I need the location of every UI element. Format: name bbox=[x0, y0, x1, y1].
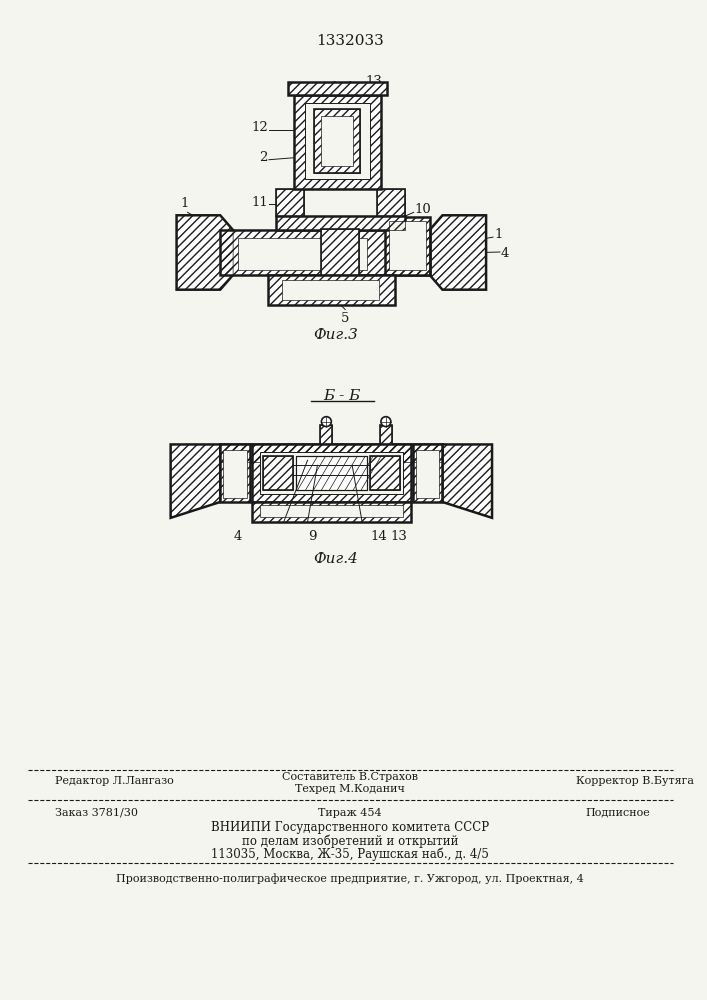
Bar bbox=[416, 450, 440, 498]
Bar bbox=[322, 229, 359, 275]
Bar bbox=[223, 450, 247, 498]
Polygon shape bbox=[177, 215, 233, 290]
Bar bbox=[385, 217, 430, 275]
Text: 12: 12 bbox=[251, 121, 268, 134]
Text: Б - Б: Б - Б bbox=[324, 389, 361, 403]
Bar bbox=[389, 221, 426, 270]
Bar bbox=[377, 189, 404, 216]
Bar bbox=[220, 444, 443, 462]
Text: Производственно-полиграфическое предприятие, г. Ужгород, ул. Проектная, 4: Производственно-полиграфическое предприя… bbox=[117, 873, 584, 884]
Text: 5: 5 bbox=[341, 312, 349, 325]
Bar bbox=[220, 444, 443, 462]
Bar bbox=[260, 452, 403, 494]
Circle shape bbox=[322, 417, 332, 427]
Bar bbox=[385, 217, 430, 275]
Bar bbox=[220, 444, 250, 502]
Bar bbox=[281, 280, 379, 300]
Bar bbox=[263, 456, 293, 490]
Bar bbox=[315, 109, 360, 173]
Text: 2: 2 bbox=[259, 151, 268, 164]
Bar bbox=[293, 95, 381, 189]
Text: Корректор В.Бутяга: Корректор В.Бутяга bbox=[576, 776, 694, 786]
Text: 4: 4 bbox=[234, 530, 243, 543]
Bar bbox=[288, 82, 387, 95]
Polygon shape bbox=[443, 444, 492, 518]
Bar bbox=[252, 444, 411, 502]
Text: ВНИИПИ Государственного комитета СССР: ВНИИПИ Государственного комитета СССР bbox=[211, 821, 489, 834]
Text: 1: 1 bbox=[180, 197, 189, 210]
Bar bbox=[315, 109, 360, 173]
Bar bbox=[238, 238, 367, 270]
Polygon shape bbox=[170, 444, 220, 518]
Bar bbox=[320, 425, 332, 444]
Bar bbox=[377, 189, 404, 216]
Text: 11: 11 bbox=[251, 196, 268, 209]
Text: 10: 10 bbox=[415, 203, 431, 216]
Bar bbox=[260, 505, 403, 517]
Text: 1: 1 bbox=[494, 228, 503, 241]
Text: 113035, Москва, Ж-35, Раушская наб., д. 4/5: 113035, Москва, Ж-35, Раушская наб., д. … bbox=[211, 847, 489, 861]
Text: Составитель В.Страхов: Составитель В.Страхов bbox=[282, 772, 418, 782]
Bar bbox=[263, 456, 293, 490]
Bar bbox=[220, 444, 250, 502]
Text: 1332033: 1332033 bbox=[316, 34, 384, 48]
Bar bbox=[380, 425, 392, 444]
Text: Фиг.3: Фиг.3 bbox=[313, 328, 358, 342]
Bar bbox=[220, 230, 430, 275]
Bar bbox=[276, 189, 303, 216]
Text: Подписное: Подписное bbox=[585, 808, 650, 818]
Bar bbox=[268, 275, 395, 305]
Text: Заказ 3781/30: Заказ 3781/30 bbox=[54, 808, 138, 818]
Bar bbox=[370, 456, 399, 490]
Text: 4: 4 bbox=[501, 247, 509, 260]
Bar bbox=[252, 444, 411, 502]
Bar bbox=[305, 103, 370, 179]
Bar bbox=[413, 444, 443, 502]
Bar bbox=[370, 456, 399, 490]
Polygon shape bbox=[430, 215, 486, 290]
Bar bbox=[220, 230, 430, 275]
Text: А-А: А-А bbox=[328, 81, 356, 95]
Bar bbox=[252, 502, 411, 522]
Bar bbox=[380, 425, 392, 444]
Bar bbox=[296, 456, 367, 490]
Bar bbox=[322, 116, 354, 166]
Text: 13: 13 bbox=[390, 530, 407, 543]
Text: Техред М.Коданич: Техред М.Коданич bbox=[296, 784, 405, 794]
Bar bbox=[276, 216, 404, 230]
Text: 13: 13 bbox=[365, 75, 382, 88]
Bar bbox=[268, 275, 395, 305]
Text: Редактор Л.Лангазо: Редактор Л.Лангазо bbox=[54, 776, 173, 786]
Bar bbox=[276, 216, 404, 230]
Text: 14: 14 bbox=[370, 530, 387, 543]
Text: Тираж 454: Тираж 454 bbox=[318, 808, 382, 818]
Circle shape bbox=[381, 417, 391, 427]
Bar bbox=[320, 425, 332, 444]
Bar bbox=[322, 229, 359, 275]
Bar bbox=[288, 82, 387, 95]
Bar bbox=[293, 95, 381, 189]
Text: 9: 9 bbox=[308, 530, 317, 543]
Bar bbox=[252, 502, 411, 522]
Text: по делам изобретений и открытий: по делам изобретений и открытий bbox=[242, 834, 458, 848]
Bar bbox=[413, 444, 443, 502]
Bar bbox=[296, 456, 367, 490]
Bar bbox=[276, 189, 303, 216]
Text: Фиг.4: Фиг.4 bbox=[313, 552, 358, 566]
